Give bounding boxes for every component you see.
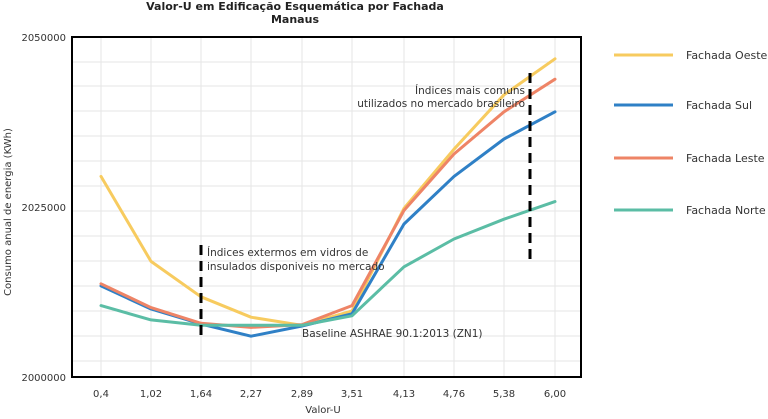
y-axis: 2050000 2025000 2000000 [21,33,66,384]
chart-title: Valor-U em Edificação Esquemática por Fa… [146,0,444,13]
x-tick-label: 6,00 [544,389,566,400]
annotation-common-line2: utilizados no mercado brasileiro [357,98,525,110]
plot-border [71,36,582,378]
x-tick-label: 1,64 [190,389,212,400]
x-tick-label: 5,38 [493,389,515,400]
x-tick-label: 2,89 [291,389,313,400]
series-line [99,110,557,338]
legend-label: Fachada Oeste [686,49,768,62]
y-tick-label: 2050000 [21,33,66,44]
x-axis-label: Valor-U [305,405,341,416]
legend-label: Fachada Leste [686,152,765,165]
annotation-extreme-line1: Índices extermos em vidros de [207,246,368,259]
x-tick-label: 3,51 [341,389,363,400]
legend-label: Fachada Sul [686,99,752,112]
x-tick-label: 2,27 [240,389,262,400]
annotation-baseline: Baseline ASHRAE 90.1:2013 (ZN1) [302,328,483,340]
y-tick-label: 2025000 [21,203,66,214]
x-tick-label: 4,13 [393,389,415,400]
x-tick-label: 1,02 [140,389,162,400]
series-line [99,200,557,327]
x-tick-label: 0,4 [93,389,109,400]
series-line [99,77,557,329]
series-layer [99,57,557,338]
y-tick-label: 2000000 [21,373,66,384]
annotation-common-line1: Índices mais comuns [415,84,525,97]
annotation-extreme-line2: insulados disponiveis no mercado [207,261,385,273]
series-line [99,57,557,327]
legend-label: Fachada Norte [686,204,766,217]
x-axis: 0,4 1,02 1,64 2,27 2,89 3,51 4,13 4,76 5,38 6,00 [93,389,566,400]
y-axis-label: Consumo anual de energia (KWh) [3,128,14,296]
legend: Fachada Oeste Fachada Sul Fachada Leste Fac… [614,49,768,217]
chart-subtitle: Manaus [271,13,319,26]
x-tick-label: 4,76 [443,389,465,400]
